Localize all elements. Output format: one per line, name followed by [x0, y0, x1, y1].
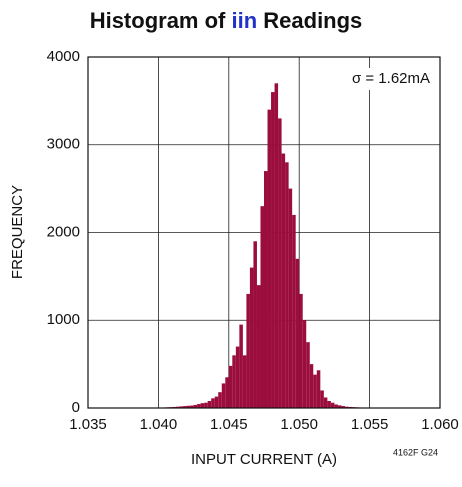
bar — [271, 92, 275, 408]
bar — [246, 293, 250, 408]
bar — [320, 390, 324, 408]
bar — [239, 324, 243, 408]
y-tick-label: 1000 — [47, 311, 80, 328]
bar — [190, 405, 194, 408]
bar — [306, 342, 310, 408]
x-tick-label: 1.055 — [351, 416, 389, 433]
bar — [204, 402, 208, 408]
footnote: 4162F G24 — [393, 447, 438, 457]
x-tick-label: 1.060 — [421, 416, 459, 433]
bar — [186, 405, 191, 408]
bar — [295, 258, 300, 408]
bar — [337, 405, 342, 408]
y-tick-label: 4000 — [47, 48, 80, 65]
bar — [256, 285, 261, 408]
bar — [274, 83, 279, 408]
bar — [344, 406, 349, 408]
x-tick-label: 1.050 — [280, 416, 318, 433]
bar — [327, 400, 331, 408]
bar — [309, 364, 314, 408]
bar — [193, 404, 198, 408]
y-axis-label: FREQUENCY — [9, 185, 26, 279]
bar — [260, 206, 264, 408]
plot-frame — [87, 56, 441, 409]
bar — [249, 267, 254, 408]
bar — [211, 398, 215, 408]
bar — [242, 355, 247, 408]
bar — [235, 346, 240, 408]
bar — [253, 241, 257, 408]
bar — [292, 214, 296, 408]
annotation: σ = 1.62mA — [352, 70, 430, 87]
bar — [214, 396, 219, 408]
bar — [278, 118, 282, 409]
bar — [221, 383, 226, 408]
bar — [179, 406, 184, 408]
x-tick-label: 1.040 — [140, 416, 178, 433]
bar — [232, 355, 236, 408]
x-tick-label: 1.045 — [210, 416, 248, 433]
y-tick-label: 0 — [72, 399, 80, 416]
bar — [323, 397, 328, 408]
bar — [334, 404, 338, 408]
bar — [200, 403, 205, 408]
bar — [313, 374, 317, 408]
bar — [218, 392, 222, 408]
x-axis-label: INPUT CURRENT (A) — [191, 451, 337, 468]
bar — [228, 365, 233, 408]
bar — [341, 406, 345, 408]
bar — [197, 404, 201, 408]
x-tick-label: 1.035 — [69, 416, 107, 433]
bar — [302, 320, 307, 408]
bar — [176, 406, 180, 408]
y-tick-label: 3000 — [47, 136, 80, 153]
bar — [330, 402, 335, 408]
bar — [207, 400, 212, 408]
annotation-bg — [336, 68, 434, 90]
bar — [316, 370, 321, 408]
bar — [183, 406, 187, 408]
bar — [225, 377, 229, 408]
bar — [264, 171, 268, 408]
y-tick-label: 2000 — [47, 223, 80, 240]
bar — [299, 293, 303, 408]
bar — [285, 162, 289, 408]
bar — [288, 188, 293, 408]
bar — [267, 109, 272, 409]
chart-title: Histogram of iin Readings — [90, 8, 363, 33]
bar — [281, 153, 286, 408]
